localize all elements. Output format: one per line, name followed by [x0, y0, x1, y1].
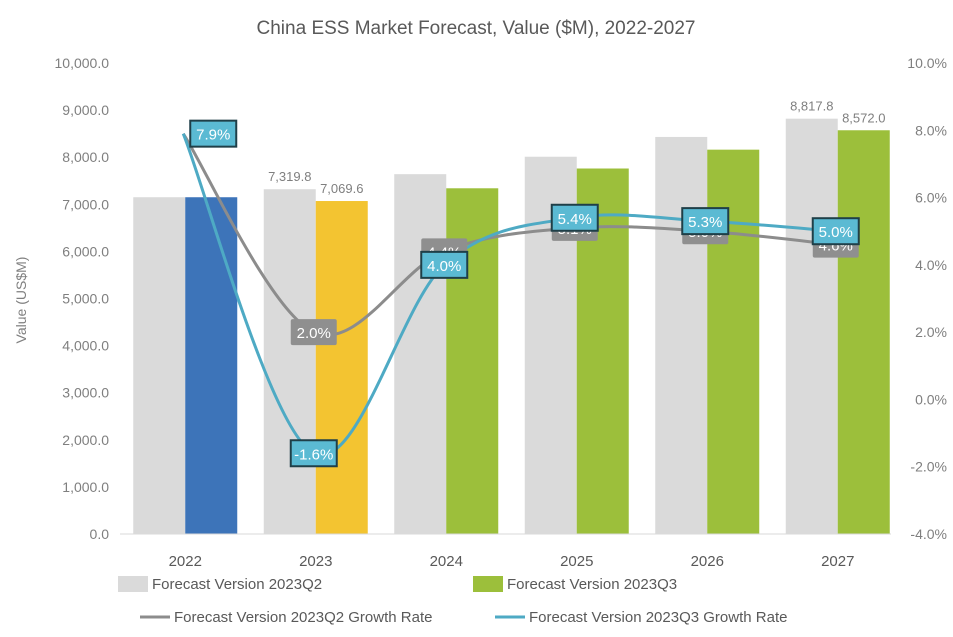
- growth-label-text: 5.4%: [558, 211, 592, 228]
- chart-title: China ESS Market Forecast, Value ($M), 2…: [257, 18, 696, 39]
- legend-swatch: [473, 576, 503, 592]
- y-tick-label: 10,000.0: [55, 55, 110, 71]
- bar-q2-2026: [655, 136, 708, 534]
- y-tick-label: 9,000.0: [62, 102, 109, 118]
- y2-tick-label: 4.0%: [915, 257, 947, 273]
- bar-q3-2023: [315, 201, 368, 534]
- growth-label-box: [290, 319, 337, 346]
- growth-label-box: [550, 203, 599, 232]
- growth-label-q3: 7.9%: [189, 119, 238, 148]
- y2-tick-label: -2.0%: [910, 459, 947, 475]
- y2-axis-ticks: -4.0% -2.0% 0.0% 2.0% 4.0% 6.0% 8.0% 10.0%: [907, 55, 947, 542]
- x-tick-label: 2023: [299, 553, 332, 570]
- bar-q2-2027: [785, 118, 838, 535]
- x-tick-label: 2027: [821, 553, 854, 570]
- growth-label-text: 5.3%: [688, 214, 722, 231]
- bar-q3-2022: [185, 197, 238, 535]
- growth-label-box: [681, 207, 730, 236]
- y2-tick-label: 6.0%: [915, 190, 947, 206]
- y2-tick-label: 8.0%: [915, 122, 947, 138]
- growth-label-q3: 5.0%: [811, 217, 860, 246]
- legend-label: Forecast Version 2023Q3: [507, 576, 677, 593]
- bar-q2-2022: [133, 197, 186, 535]
- growth-label-text: 4.0%: [427, 258, 461, 275]
- bar-data-label: 7,319.8: [268, 169, 311, 184]
- growth-label-text: 5.0%: [819, 224, 853, 241]
- growth-label-box: [420, 250, 469, 279]
- legend-item: Forecast Version 2023Q2: [118, 576, 322, 593]
- y-tick-label: 6,000.0: [62, 243, 109, 259]
- legend-item: Forecast Version 2023Q3: [473, 576, 677, 593]
- growth-label-text: -1.6%: [294, 446, 333, 463]
- bar-q2-2023: [263, 189, 316, 534]
- y-axis-title: Value (US$M): [13, 257, 29, 344]
- y-tick-label: 1,000.0: [62, 479, 109, 495]
- y-axis-ticks: 0.0 1,000.0 2,000.0 3,000.0 4,000.0 5,000.0 6,…: [55, 55, 110, 542]
- legend-label: Forecast Version 2023Q2: [152, 576, 322, 593]
- y-tick-label: 4,000.0: [62, 338, 109, 354]
- growth-label-q2: 2.0%: [290, 319, 337, 346]
- y-tick-label: 5,000.0: [62, 291, 109, 307]
- y-tick-label: 7,000.0: [62, 196, 109, 212]
- bar-data-label: 8,817.8: [790, 99, 833, 114]
- bar-q2-2024: [394, 174, 447, 534]
- y-tick-label: 2,000.0: [62, 432, 109, 448]
- growth-label-q3: -1.6%: [289, 439, 338, 468]
- y2-tick-label: 2.0%: [915, 324, 947, 340]
- bar-data-label: 7,069.6: [320, 181, 363, 196]
- legend-item: Forecast Version 2023Q2 Growth Rate: [140, 609, 432, 626]
- legend-label: Forecast Version 2023Q3 Growth Rate: [529, 609, 787, 626]
- legend-label: Forecast Version 2023Q2 Growth Rate: [174, 609, 432, 626]
- legend-swatch: [118, 576, 148, 592]
- y-tick-label: 8,000.0: [62, 149, 109, 165]
- growth-label-q3: 5.4%: [550, 203, 599, 232]
- x-tick-label: 2022: [169, 553, 202, 570]
- y2-tick-label: 0.0%: [915, 391, 947, 407]
- x-axis-ticks: 2022 2023 2024 2025 2026 2027: [169, 553, 855, 570]
- growth-label-q3: 4.0%: [420, 250, 469, 279]
- legend: Forecast Version 2023Q2 Forecast Version …: [118, 576, 787, 626]
- legend-item: Forecast Version 2023Q3 Growth Rate: [495, 609, 787, 626]
- growth-label-text: 7.9%: [196, 127, 230, 144]
- growth-label-q3: 5.3%: [681, 207, 730, 236]
- growth-label-text: 2.0%: [297, 325, 331, 342]
- y2-tick-label: 10.0%: [907, 55, 947, 71]
- growth-data-labels: 2.0%4.4%5.1%5.0%4.6%7.9%-1.6%4.0%5.4%5.3…: [189, 119, 860, 468]
- x-tick-label: 2026: [691, 553, 724, 570]
- growth-label-box: [289, 439, 338, 468]
- y-tick-label: 0.0: [90, 526, 110, 542]
- y-tick-label: 3,000.0: [62, 385, 109, 401]
- bar-q3-2027: [837, 130, 890, 535]
- growth-label-box: [189, 119, 238, 148]
- y2-tick-label: -4.0%: [910, 526, 947, 542]
- x-tick-label: 2025: [560, 553, 593, 570]
- bar-data-labels: 7,319.8 8,817.8 7,069.6 8,572.0: [268, 99, 885, 196]
- bar-data-label: 8,572.0: [842, 110, 885, 125]
- growth-label-box: [811, 217, 860, 246]
- x-tick-label: 2024: [430, 553, 463, 570]
